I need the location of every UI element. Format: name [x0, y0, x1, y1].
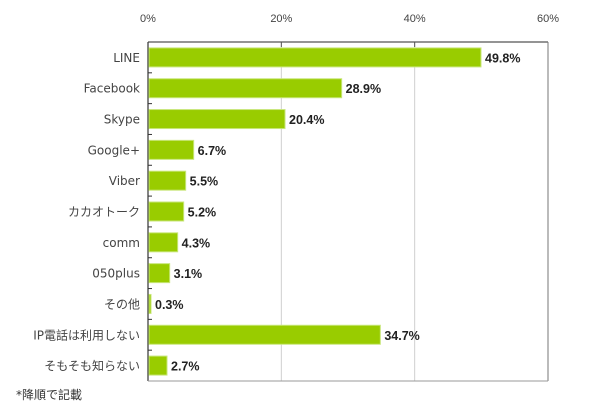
x-tick-label: 20%	[270, 13, 292, 25]
category-label: Viber	[109, 174, 140, 188]
bar	[148, 78, 343, 99]
bar	[148, 201, 185, 222]
category-label: Facebook	[84, 82, 140, 96]
x-tick-label: 60%	[537, 13, 559, 25]
category-label: 050plus	[92, 267, 140, 281]
value-label: 3.1%	[174, 267, 203, 281]
bar	[148, 324, 381, 345]
bar	[148, 232, 179, 253]
bar	[148, 139, 195, 160]
category-label: comm	[103, 236, 140, 250]
value-label: 49.8%	[485, 51, 520, 65]
category-label: Skype	[104, 113, 140, 127]
bar	[148, 355, 168, 376]
value-label: 0.3%	[155, 298, 184, 312]
x-tick-label: 40%	[404, 13, 426, 25]
category-label: Google+	[88, 143, 140, 157]
category-label: LINE	[113, 51, 140, 65]
value-label: 5.5%	[190, 175, 219, 189]
category-label: カカオトーク	[68, 205, 140, 219]
value-label: 2.7%	[171, 360, 200, 374]
bar	[148, 263, 171, 284]
value-label: 20.4%	[289, 113, 324, 127]
value-label: 5.2%	[188, 206, 217, 220]
bar	[148, 170, 187, 191]
category-label: その他	[104, 297, 140, 311]
value-label: 6.7%	[198, 144, 227, 158]
value-label: 4.3%	[182, 236, 211, 250]
value-label: 28.9%	[346, 82, 381, 96]
sort-note: *降順で記載	[16, 388, 83, 402]
bar	[148, 47, 482, 68]
value-label: 34.7%	[384, 329, 419, 343]
category-label: そもそも知らない	[44, 359, 140, 373]
bar	[148, 293, 152, 314]
x-tick-label: 0%	[140, 13, 156, 25]
bar	[148, 109, 286, 130]
category-label: IP電話は利用しない	[33, 327, 140, 342]
